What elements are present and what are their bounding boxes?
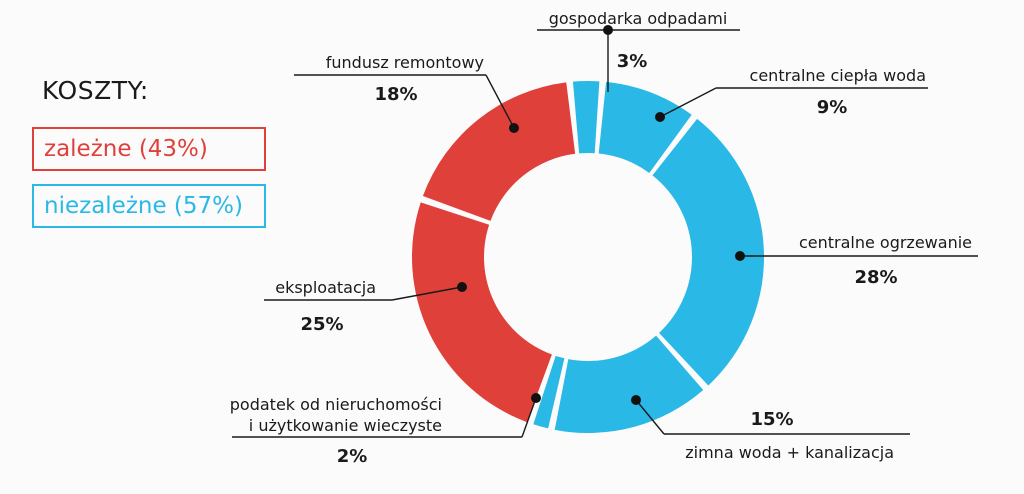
legend-dependent: zależne (43%) <box>32 127 266 171</box>
slice-fundusz-remontowy <box>422 82 576 221</box>
slice-percent-zimna-woda-kanalizacja: 15% <box>750 409 793 430</box>
slice-percent-fundusz-remontowy: 18% <box>374 84 417 105</box>
leader-line-eksploatacja <box>391 286 463 301</box>
slice-label-fundusz-remontowy: fundusz remontowy <box>326 53 484 72</box>
slice-label-gospodarka-odpadami: gospodarka odpadami <box>549 9 728 28</box>
slice-percent-centralne-ogrzewanie: 28% <box>854 267 897 288</box>
slice-podatek-od-nieruchomosci <box>533 355 565 429</box>
leader-line-centralne-ciepla-woda <box>659 87 717 118</box>
slice-eksploatacja <box>411 202 552 423</box>
leader-line-fundusz-remontowy <box>485 74 515 129</box>
slice-percent-eksploatacja: 25% <box>300 314 343 335</box>
slice-label-centralne-ogrzewanie: centralne ogrzewanie <box>799 233 972 252</box>
slice-label-centralne-ciepla-woda: centralne ciepła woda <box>750 66 926 85</box>
slice-percent-podatek-od-nieruchomosci: 2% <box>337 446 368 467</box>
leader-line-podatek-od-nieruchomosci <box>521 397 537 438</box>
slice-gospodarka-odpadami <box>572 81 600 154</box>
leader-line-zimna-woda-kanalizacja <box>635 399 665 435</box>
leader-dot-zimna-woda-kanalizacja <box>631 395 641 405</box>
slice-centralne-ogrzewanie <box>652 118 764 386</box>
leader-dot-eksploatacja <box>457 282 467 292</box>
slice-percent-centralne-ciepla-woda: 9% <box>817 97 848 118</box>
leader-dot-fundusz-remontowy <box>509 123 519 133</box>
leader-dot-gospodarka-odpadami <box>603 25 613 35</box>
leader-dot-centralne-ciepla-woda <box>655 112 665 122</box>
slice-zimna-woda-kanalizacja <box>554 335 704 433</box>
costs-heading: KOSZTY: <box>42 76 149 105</box>
leader-dot-podatek-od-nieruchomosci <box>531 393 541 403</box>
slice-label-podatek-od-nieruchomosci: podatek od nieruchomości i użytkowanie wi… <box>230 395 442 435</box>
slice-centralne-ciepla-woda <box>598 81 692 173</box>
legend-independent: niezależne (57%) <box>32 184 266 228</box>
slice-label-eksploatacja: eksploatacja <box>275 278 376 297</box>
slice-percent-gospodarka-odpadami: 3% <box>617 51 648 72</box>
slice-label-zimna-woda-kanalizacja: zimna woda + kanalizacja <box>685 443 894 462</box>
leader-dot-centralne-ogrzewanie <box>735 251 745 261</box>
